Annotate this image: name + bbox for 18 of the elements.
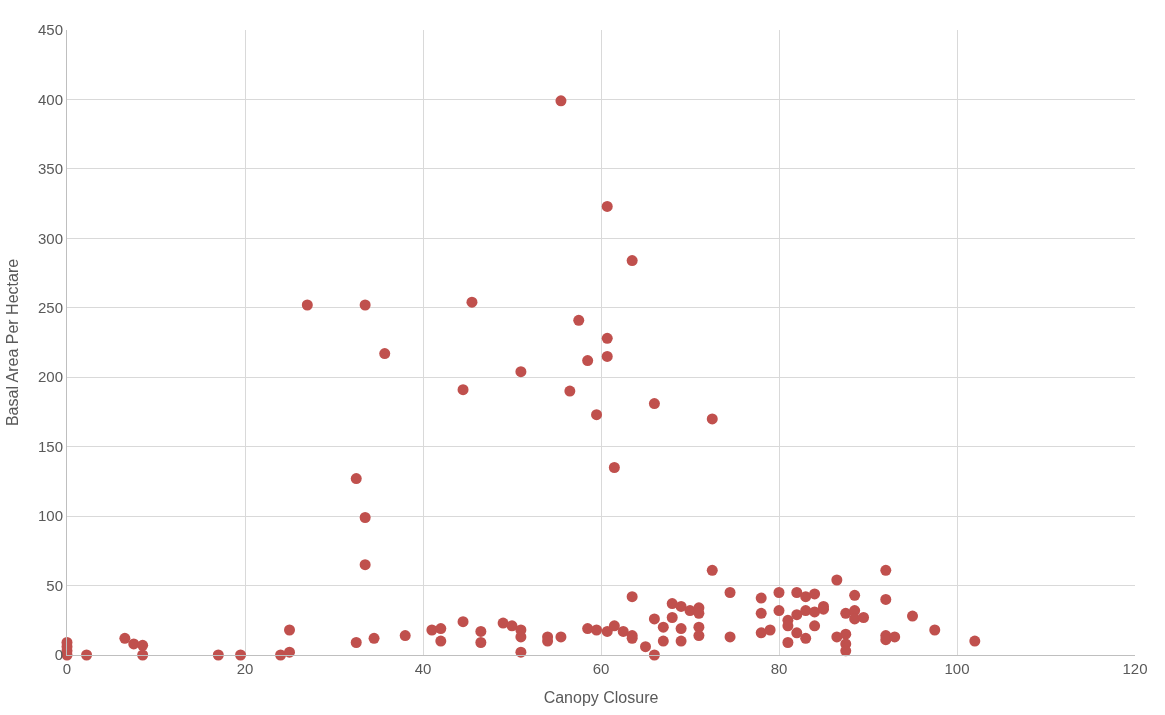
x-tick-label: 60 — [592, 660, 610, 677]
y-tick-label: 50 — [46, 576, 63, 594]
y-tick-label: 150 — [37, 437, 63, 455]
x-tick-label: 120 — [1122, 660, 1148, 677]
y-tick-label: 350 — [37, 160, 63, 178]
y-tick-label: 0 — [54, 646, 63, 664]
x-axis-title: Canopy Closure — [543, 688, 659, 706]
x-tick-label: 100 — [944, 660, 970, 677]
y-tick-label: 400 — [37, 90, 63, 108]
y-tick-label: 450 — [37, 21, 63, 39]
y-tick-label: 300 — [37, 229, 63, 247]
y-axis-title: Basal Area Per Hectare — [3, 258, 21, 427]
y-tick-label: 200 — [37, 368, 63, 386]
y-tick-label: 250 — [37, 299, 63, 317]
x-tick-label: 40 — [414, 660, 432, 677]
x-tick-label: 80 — [770, 660, 788, 677]
y-tick-label: 100 — [37, 507, 63, 525]
x-tick-label: 20 — [236, 660, 254, 677]
